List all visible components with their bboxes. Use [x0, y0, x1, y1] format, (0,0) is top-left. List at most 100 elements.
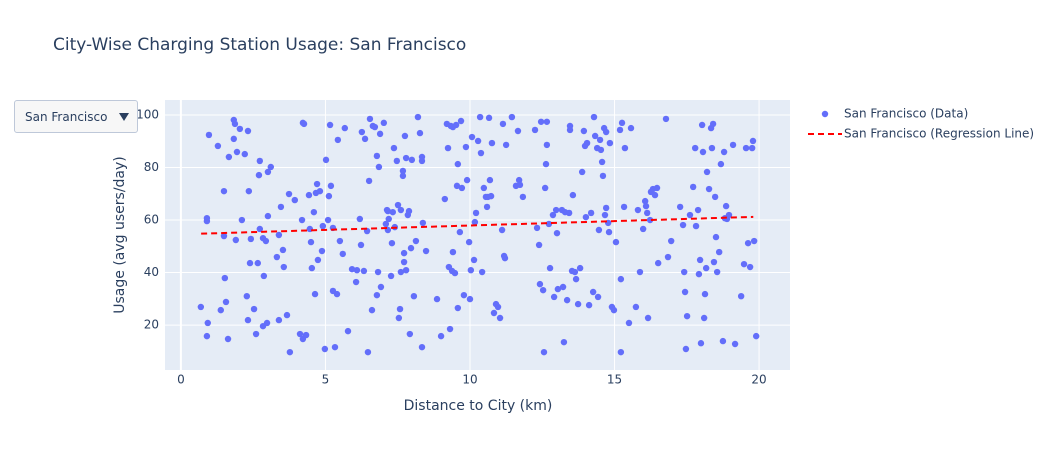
data-point [589, 288, 597, 296]
data-point [700, 314, 708, 322]
data-point [296, 330, 304, 338]
data-point [697, 340, 705, 347]
data-point [486, 176, 494, 184]
data-point [571, 268, 579, 276]
data-point [591, 132, 599, 140]
data-point [559, 283, 567, 291]
data-point [400, 258, 408, 266]
data-point [598, 158, 606, 166]
data-point [244, 127, 252, 135]
data-point [740, 260, 748, 268]
data-point [686, 211, 694, 219]
x-axis-title: Distance to City (km) [404, 398, 553, 414]
data-point [416, 129, 424, 137]
data-point [643, 209, 651, 217]
data-point [267, 163, 275, 171]
data-point [516, 181, 524, 189]
data-point [375, 163, 383, 171]
legend-label: San Francisco (Data) [844, 107, 968, 121]
data-point [457, 117, 465, 125]
data-point [231, 120, 239, 128]
data-point [691, 144, 699, 152]
data-point [599, 172, 607, 180]
data-point [750, 237, 758, 245]
data-point [387, 272, 395, 280]
data-point [401, 132, 409, 140]
data-point [476, 113, 484, 121]
data-point [399, 172, 407, 180]
data-point [364, 348, 372, 356]
x-tick-label: 10 [462, 373, 477, 387]
data-point [719, 337, 727, 345]
data-point [368, 306, 376, 314]
data-point [463, 176, 471, 184]
data-point [402, 154, 410, 162]
data-point [542, 160, 550, 168]
data-point [602, 204, 610, 212]
data-point [708, 144, 716, 152]
data-point [712, 233, 720, 241]
data-point [203, 332, 211, 340]
data-point [582, 213, 590, 221]
data-point [632, 303, 640, 311]
data-point [225, 153, 233, 161]
data-point [483, 203, 491, 211]
data-point [283, 311, 291, 319]
chart-title: City-Wise Charging Station Usage: San Fr… [53, 35, 466, 55]
data-point [395, 314, 403, 322]
data-point [224, 335, 232, 343]
data-point [319, 222, 327, 230]
data-point [490, 309, 498, 317]
data-point [574, 300, 582, 308]
data-point [639, 225, 647, 233]
data-point [596, 136, 604, 144]
data-point [699, 148, 707, 156]
data-point [458, 184, 466, 192]
data-point [654, 259, 662, 267]
data-point [333, 290, 341, 298]
data-point [262, 237, 270, 245]
x-tick-label: 15 [607, 373, 622, 387]
data-point [310, 208, 318, 216]
data-point [569, 191, 577, 199]
data-point [585, 301, 593, 309]
data-point [273, 253, 281, 261]
data-point [371, 123, 379, 131]
data-point [314, 256, 322, 264]
dropdown-arrow[interactable] [119, 112, 129, 122]
y-tick-label: 60 [144, 213, 159, 227]
dropdown-label[interactable]: San Francisco [25, 110, 108, 124]
data-point [737, 292, 745, 300]
data-point [453, 182, 461, 190]
data-point [250, 305, 258, 313]
data-point [472, 209, 480, 217]
data-point [247, 235, 255, 243]
data-point [405, 207, 413, 215]
data-point [233, 148, 241, 156]
data-point [744, 239, 752, 247]
data-point [336, 237, 344, 245]
data-point [701, 290, 709, 298]
data-point [412, 237, 420, 245]
data-point [616, 126, 624, 134]
data-point [344, 327, 352, 335]
data-point [667, 237, 675, 245]
data-point [752, 332, 760, 340]
data-point [418, 153, 426, 161]
data-point [357, 241, 365, 249]
data-point [286, 348, 294, 356]
data-point [696, 256, 704, 264]
data-point [204, 319, 211, 327]
data-point [501, 254, 509, 262]
data-point [238, 216, 246, 224]
data-point [384, 207, 392, 215]
data-point [385, 215, 392, 223]
data-point [587, 209, 595, 217]
data-point [222, 298, 230, 306]
data-point [331, 343, 339, 351]
data-point [388, 239, 396, 247]
data-point [460, 291, 468, 299]
dropdown[interactable]: San Francisco [14, 100, 138, 133]
data-point [642, 202, 650, 210]
data-point [590, 113, 598, 121]
